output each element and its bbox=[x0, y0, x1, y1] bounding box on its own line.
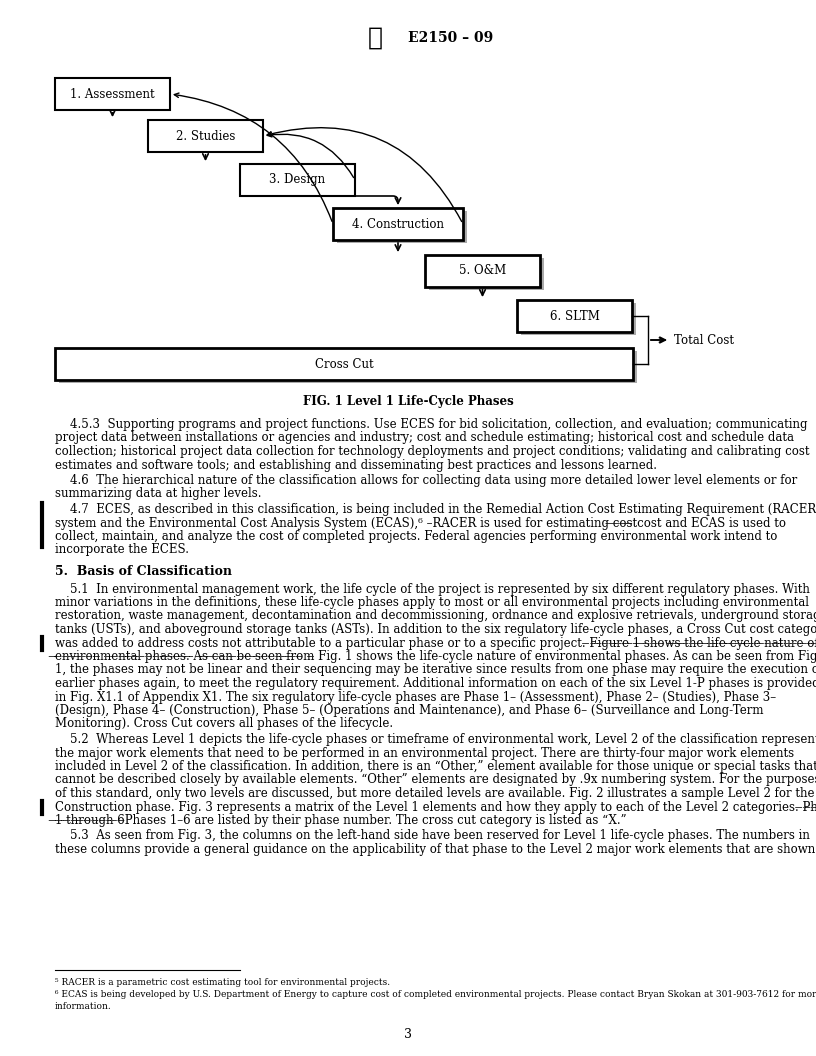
Text: 5.1  In environmental management work, the life cycle of the project is represen: 5.1 In environmental management work, th… bbox=[55, 583, 809, 596]
Text: 4. Construction: 4. Construction bbox=[352, 218, 444, 230]
Text: ⁵ RACER is a parametric cost estimating tool for environmental projects.: ⁵ RACER is a parametric cost estimating … bbox=[55, 978, 390, 987]
Text: (Design), Phase 4– (Construction), Phase 5– (Operations and Maintenance), and Ph: (Design), Phase 4– (Construction), Phase… bbox=[55, 704, 764, 717]
Text: in Fig. X1.1 of Appendix X1. The six regulatory life-cycle phases are Phase 1– (: in Fig. X1.1 of Appendix X1. The six reg… bbox=[55, 691, 776, 703]
Text: ̶e̶n̶v̶i̶r̶o̶n̶m̶e̶n̶t̶a̶l̶ ̶p̶h̶a̶s̶e̶s̶.̶ ̶A̶s̶ ̶c̶a̶n̶ ̶b̶e̶ ̶s̶e̶e̶n̶ ̶f̶r̶o: ̶e̶n̶v̶i̶r̶o̶n̶m̶e̶n̶t̶a̶l̶ ̶p̶h̶a̶s̶e̶s… bbox=[55, 650, 816, 663]
Bar bbox=[59, 351, 637, 383]
Bar bbox=[429, 258, 544, 290]
Text: 1. Assessment: 1. Assessment bbox=[70, 88, 155, 100]
Text: Monitoring). Cross Cut covers all phases of the lifecycle.: Monitoring). Cross Cut covers all phases… bbox=[55, 717, 393, 731]
Text: summarizing data at higher levels.: summarizing data at higher levels. bbox=[55, 488, 261, 501]
Text: Construction phase. Fig. 3 represents a matrix of the Level 1 elements and how t: Construction phase. Fig. 3 represents a … bbox=[55, 800, 816, 813]
Text: E2150 – 09: E2150 – 09 bbox=[408, 31, 493, 45]
Text: 4.5.3  Supporting programs and project functions. Use ECES for bid solicitation,: 4.5.3 Supporting programs and project fu… bbox=[55, 418, 808, 431]
Text: 4.6  The hierarchical nature of the classification allows for collecting data us: 4.6 The hierarchical nature of the class… bbox=[55, 474, 797, 487]
Text: earlier phases again, to meet the regulatory requirement. Additional information: earlier phases again, to meet the regula… bbox=[55, 677, 816, 690]
Text: the major work elements that need to be performed in an environmental project. T: the major work elements that need to be … bbox=[55, 747, 794, 759]
Bar bbox=[333, 208, 463, 240]
Text: collect, maintain, and analyze the cost of completed projects. Federal agencies : collect, maintain, and analyze the cost … bbox=[55, 530, 778, 543]
Text: these columns provide a general guidance on the applicability of that phase to t: these columns provide a general guidance… bbox=[55, 843, 815, 856]
Text: 6. SLTM: 6. SLTM bbox=[549, 309, 600, 322]
Text: system and the Environmental Cost Analysis System (ECAS),⁶ –RACER is used for es: system and the Environmental Cost Analys… bbox=[55, 516, 786, 529]
Text: Ⓐ: Ⓐ bbox=[367, 26, 383, 50]
Text: Cross Cut: Cross Cut bbox=[315, 358, 373, 371]
Text: 5.2  Whereas Level 1 depicts the life-cycle phases or timeframe of environmental: 5.2 Whereas Level 1 depicts the life-cyc… bbox=[55, 733, 816, 746]
Bar bbox=[55, 78, 170, 110]
Text: 1, the phases may not be linear and their sequencing may be iterative since resu: 1, the phases may not be linear and thei… bbox=[55, 663, 816, 677]
Text: Total Cost: Total Cost bbox=[674, 334, 734, 346]
Text: incorporate the ECES.: incorporate the ECES. bbox=[55, 544, 189, 557]
Bar bbox=[55, 348, 633, 380]
Bar bbox=[240, 164, 355, 196]
Text: 2. Studies: 2. Studies bbox=[175, 130, 235, 143]
Text: 5. O&M: 5. O&M bbox=[459, 264, 506, 278]
Bar bbox=[337, 211, 467, 243]
Text: ⁶ ECAS is being developed by U.S. Department of Energy to capture cost of comple: ⁶ ECAS is being developed by U.S. Depart… bbox=[55, 991, 816, 999]
Text: cannot be described closely by available elements. “Other” elements are designat: cannot be described closely by available… bbox=[55, 773, 816, 787]
Text: estimates and software tools; and establishing and disseminating best practices : estimates and software tools; and establ… bbox=[55, 458, 657, 471]
Text: FIG. 1 Level 1 Life-Cycle Phases: FIG. 1 Level 1 Life-Cycle Phases bbox=[303, 395, 513, 408]
Bar bbox=[425, 254, 540, 287]
Bar bbox=[517, 300, 632, 332]
Text: minor variations in the definitions, these life-cycle phases apply to most or al: minor variations in the definitions, the… bbox=[55, 596, 809, 609]
Text: collection; historical project data collection for technology deployments and pr: collection; historical project data coll… bbox=[55, 445, 809, 458]
Text: 5.  Basis of Classification: 5. Basis of Classification bbox=[55, 565, 232, 578]
Text: information.: information. bbox=[55, 1002, 112, 1011]
Text: 3: 3 bbox=[404, 1029, 412, 1041]
Text: 5.3  As seen from Fig. 3, the columns on the left-hand side have been reserved f: 5.3 As seen from Fig. 3, the columns on … bbox=[55, 830, 809, 843]
Text: included in Level 2 of the classification. In addition, there is an “Other,” ele: included in Level 2 of the classificatio… bbox=[55, 760, 816, 773]
Bar bbox=[148, 120, 263, 152]
Text: ̶1̶ ̶t̶h̶r̶o̶u̶g̶h̶ ̶6̶Phases 1–6 are listed by their phase number. The cross cu: ̶1̶ ̶t̶h̶r̶o̶u̶g̶h̶ ̶6̶Phases 1–6 are li… bbox=[55, 814, 627, 827]
Text: tanks (USTs), and aboveground storage tanks (ASTs). In addition to the six regul: tanks (USTs), and aboveground storage ta… bbox=[55, 623, 816, 636]
Text: restoration, waste management, decontamination and decommissioning, ordnance and: restoration, waste management, decontami… bbox=[55, 609, 816, 622]
Bar bbox=[521, 303, 636, 335]
Text: was added to address costs not attributable to a particular phase or to a specif: was added to address costs not attributa… bbox=[55, 637, 816, 649]
Text: 4.7  ECES, as described in this classification, is being included in the Remedia: 4.7 ECES, as described in this classific… bbox=[55, 503, 816, 516]
Text: project data between installations or agencies and industry; cost and schedule e: project data between installations or ag… bbox=[55, 432, 794, 445]
Text: of this standard, only two levels are discussed, but more detailed levels are av: of this standard, only two levels are di… bbox=[55, 787, 814, 800]
Text: 3. Design: 3. Design bbox=[269, 173, 326, 187]
